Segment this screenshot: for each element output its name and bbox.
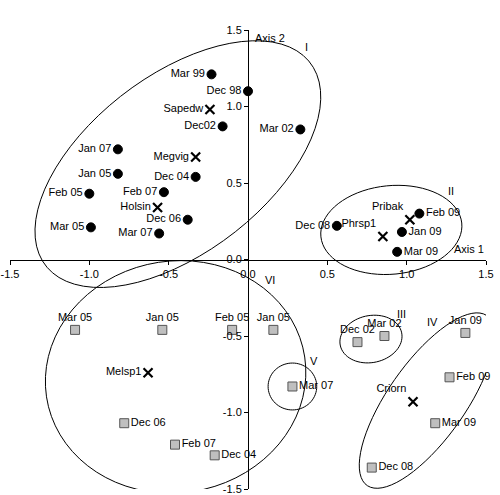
svg-text:Dec 02: Dec 02: [340, 323, 375, 335]
svg-text:Jan 05: Jan 05: [78, 167, 111, 179]
svg-text:Mar 02: Mar 02: [259, 122, 293, 134]
svg-text:Feb 07: Feb 07: [123, 185, 157, 197]
svg-text:1.5: 1.5: [227, 24, 242, 36]
svg-text:Mar 09: Mar 09: [442, 416, 476, 428]
svg-text:Melsp1: Melsp1: [106, 365, 141, 377]
svg-text:Mar 05: Mar 05: [58, 311, 92, 323]
svg-text:Holsin: Holsin: [120, 200, 151, 212]
svg-text:Dec 08: Dec 08: [295, 219, 330, 231]
svg-text:Axis 2: Axis 2: [255, 32, 285, 44]
svg-text:1.0: 1.0: [227, 100, 242, 112]
svg-text:Feb 05: Feb 05: [215, 311, 249, 323]
svg-text:Jan 05: Jan 05: [257, 311, 290, 323]
svg-text:Jan 07: Jan 07: [78, 142, 111, 154]
svg-text:Dec 04: Dec 04: [221, 448, 256, 460]
svg-text:Jan 05: Jan 05: [146, 311, 179, 323]
svg-text:0.0: 0.0: [240, 268, 255, 280]
svg-text:-0.5: -0.5: [223, 330, 242, 342]
svg-text:Mar 07: Mar 07: [118, 226, 152, 238]
svg-text:Feb 09: Feb 09: [426, 206, 460, 218]
svg-text:V: V: [310, 355, 318, 367]
svg-text:Dec 06: Dec 06: [131, 416, 166, 428]
svg-text:1.5: 1.5: [478, 268, 493, 280]
svg-text:-1.0: -1.0: [80, 268, 99, 280]
svg-text:-0.5: -0.5: [159, 268, 178, 280]
svg-text:Mar 07: Mar 07: [299, 379, 333, 391]
svg-text:Mar 05: Mar 05: [50, 220, 84, 232]
svg-text:Feb 07: Feb 07: [182, 437, 216, 449]
svg-text:Jan 09: Jan 09: [409, 225, 442, 237]
svg-text:Megvig: Megvig: [154, 150, 189, 162]
svg-text:Pribak: Pribak: [372, 200, 404, 212]
svg-text:Axis 1: Axis 1: [454, 243, 484, 255]
svg-text:-1.0: -1.0: [223, 406, 242, 418]
svg-text:IV: IV: [427, 316, 438, 328]
svg-text:0.5: 0.5: [320, 268, 335, 280]
svg-text:Dec 04: Dec 04: [154, 170, 189, 182]
svg-text:Dec 98: Dec 98: [207, 84, 242, 96]
svg-text:Dec 08: Dec 08: [378, 460, 413, 472]
svg-text:Mar 99: Mar 99: [171, 67, 205, 79]
svg-text:Mar 02: Mar 02: [367, 317, 401, 329]
svg-text:1.0: 1.0: [399, 268, 414, 280]
svg-text:0.0: 0.0: [227, 253, 242, 265]
svg-text:Feb 09: Feb 09: [456, 370, 490, 382]
svg-text:Mar 09: Mar 09: [404, 245, 438, 257]
svg-text:-1.5: -1.5: [223, 483, 242, 495]
svg-text:-1.5: -1.5: [1, 268, 20, 280]
svg-text:Dec02: Dec02: [184, 119, 216, 131]
svg-text:II: II: [448, 185, 454, 197]
svg-text:I: I: [305, 41, 308, 53]
svg-text:Criorn: Criorn: [376, 382, 406, 394]
svg-text:III: III: [397, 308, 406, 320]
svg-text:Dec 06: Dec 06: [146, 212, 181, 224]
svg-text:Feb 05: Feb 05: [48, 186, 82, 198]
svg-text:Phrsp1: Phrsp1: [341, 217, 376, 229]
svg-text:VI: VI: [265, 274, 275, 286]
svg-text:0.5: 0.5: [227, 177, 242, 189]
svg-text:Sapedw: Sapedw: [164, 102, 204, 114]
svg-text:Jan 09: Jan 09: [449, 314, 482, 326]
